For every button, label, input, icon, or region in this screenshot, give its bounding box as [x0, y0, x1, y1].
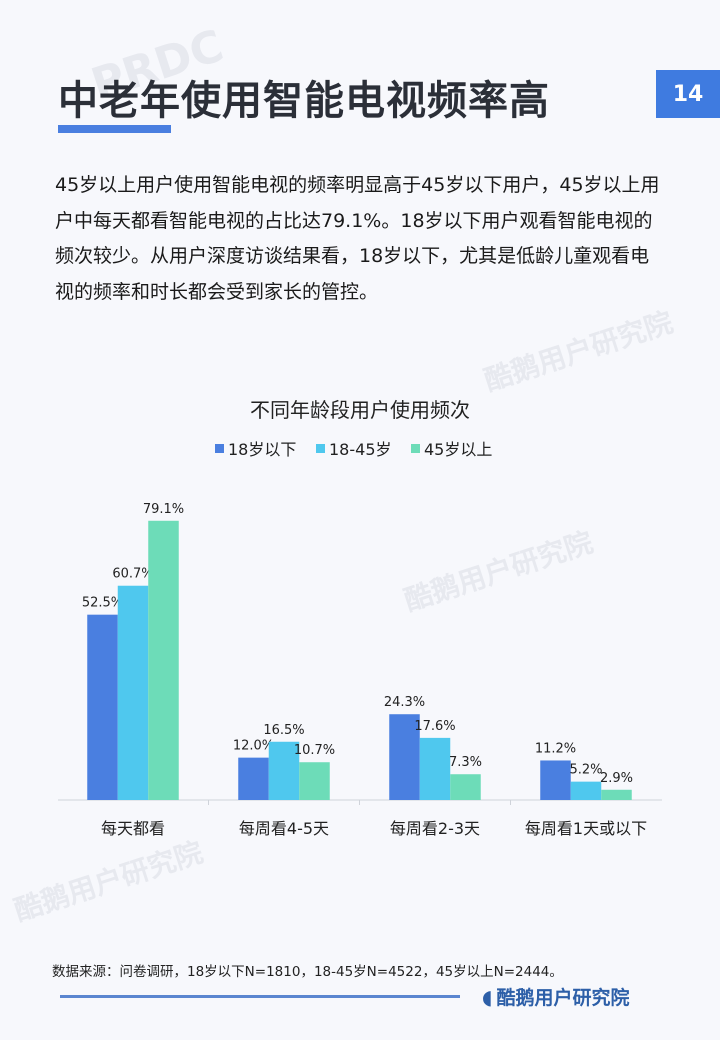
bar-chart: 不同年龄段用户使用频次 18岁以下 18-45岁 45岁以上 52.5% 60.7% 79.…: [58, 398, 662, 838]
legend-label: 18-45岁: [329, 440, 392, 459]
bar: [148, 520, 179, 800]
bar: [389, 714, 420, 800]
legend-label: 18岁以下: [228, 440, 296, 459]
data-label: 16.5%: [263, 723, 304, 738]
data-label: 17.6%: [414, 719, 455, 734]
legend-swatch: [215, 444, 224, 453]
bar: [601, 789, 632, 800]
footer-line: [60, 995, 460, 998]
legend-swatch: [411, 444, 420, 453]
data-label: 24.3%: [384, 695, 425, 710]
bar: [238, 757, 269, 800]
x-tick-label: 每天都看: [101, 819, 165, 838]
footer-logo: ◖ 酷鹅用户研究院: [482, 983, 630, 1010]
data-label: 79.1%: [143, 502, 184, 517]
footer-logo-text: 酷鹅用户研究院: [496, 987, 630, 1009]
bar: [117, 585, 149, 800]
data-label: 2.9%: [600, 771, 633, 786]
legend-swatch: [316, 444, 325, 453]
data-source: 数据来源：问卷调研，18岁以下N=1810，18-45岁N=4522，45岁以上…: [52, 964, 563, 980]
bar: [87, 614, 118, 800]
data-label: 12.0%: [233, 739, 274, 754]
bar: [450, 774, 481, 800]
bar: [419, 737, 451, 800]
bar: [570, 781, 602, 800]
chart-title: 不同年龄段用户使用频次: [250, 398, 470, 422]
data-label: 10.7%: [294, 743, 335, 758]
legend-label: 45岁以上: [424, 440, 492, 459]
page-number: 14: [656, 70, 720, 118]
bar: [540, 760, 571, 800]
bar: [268, 741, 300, 800]
penguin-logo-icon: ◖: [482, 984, 493, 1009]
body-text: 45岁以上用户使用智能电视的频率明显高于45岁以下用户，45岁以上用户中每天都看…: [55, 174, 660, 303]
page-title: 中老年使用智能电视频率高: [58, 78, 550, 124]
title-underline: [58, 125, 171, 133]
data-label: 5.2%: [569, 763, 602, 778]
watermark-logo: 酷鹅用户研究院: [10, 835, 207, 928]
data-label: 7.3%: [449, 755, 482, 770]
data-label: 60.7%: [112, 567, 153, 582]
bar: [299, 762, 330, 800]
x-tick-label: 每周看1天或以下: [525, 819, 647, 838]
data-label: 52.5%: [82, 596, 123, 611]
x-tick-label: 每周看4-5天: [239, 819, 329, 838]
data-label: 11.2%: [535, 741, 576, 756]
x-tick-label: 每周看2-3天: [390, 819, 480, 838]
